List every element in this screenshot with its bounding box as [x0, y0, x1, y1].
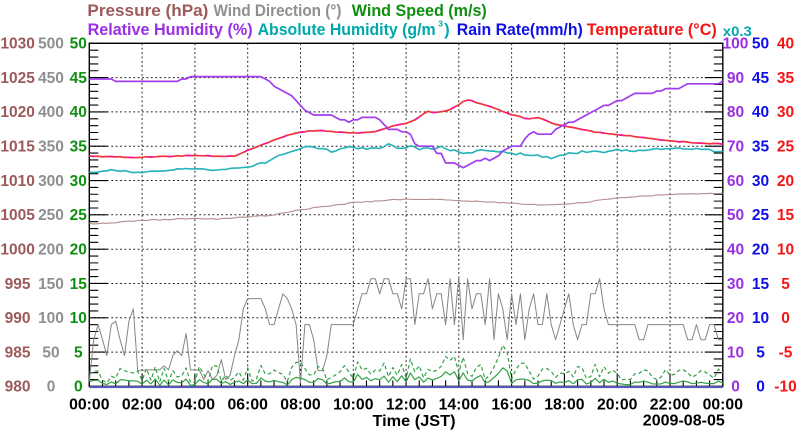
svg-text:08:00: 08:00	[280, 397, 321, 414]
svg-text:10:00: 10:00	[333, 397, 374, 414]
svg-text:45: 45	[752, 70, 770, 87]
svg-text:30: 30	[777, 104, 794, 121]
svg-text:40: 40	[777, 36, 794, 53]
svg-text:50: 50	[42, 344, 59, 361]
svg-text:40: 40	[727, 242, 744, 259]
svg-text:Wind Direction (°): Wind Direction (°)	[214, 2, 342, 20]
svg-text:30: 30	[727, 276, 744, 293]
svg-text:Time (JST): Time (JST)	[373, 413, 456, 430]
svg-text:3: 3	[438, 19, 443, 29]
svg-text:35: 35	[752, 139, 770, 156]
svg-text:): )	[444, 21, 449, 39]
svg-text:500: 500	[38, 36, 64, 53]
svg-text:980: 980	[5, 379, 31, 396]
svg-text:250: 250	[38, 207, 64, 224]
svg-text:20: 20	[70, 242, 87, 259]
svg-text:10: 10	[727, 344, 744, 361]
svg-text:10: 10	[777, 242, 794, 259]
svg-text:Temperature (°C): Temperature (°C)	[587, 21, 717, 39]
svg-text:Wind Speed (m/s): Wind Speed (m/s)	[352, 2, 487, 20]
svg-text:0: 0	[74, 379, 83, 396]
svg-text:20: 20	[777, 173, 794, 190]
svg-text:00:00: 00:00	[703, 397, 744, 414]
svg-text:00:00: 00:00	[69, 397, 110, 414]
svg-text:1015: 1015	[0, 139, 35, 156]
svg-text:Rain Rate(mm/h): Rain Rate(mm/h)	[457, 21, 583, 39]
svg-text:1005: 1005	[0, 207, 35, 224]
svg-text:995: 995	[5, 276, 31, 293]
svg-text:15: 15	[777, 207, 795, 224]
svg-text:100: 100	[723, 36, 749, 53]
svg-text:5: 5	[756, 344, 765, 361]
svg-text:30: 30	[70, 173, 87, 190]
svg-text:2009-08-05: 2009-08-05	[643, 412, 725, 429]
svg-text:-10: -10	[774, 379, 796, 396]
svg-text:90: 90	[727, 70, 744, 87]
svg-text:15: 15	[70, 276, 88, 293]
svg-text:50: 50	[752, 36, 769, 53]
svg-text:100: 100	[38, 310, 64, 327]
svg-text:22:00: 22:00	[650, 397, 691, 414]
svg-text:1025: 1025	[0, 70, 35, 87]
svg-text:5: 5	[74, 344, 83, 361]
svg-text:150: 150	[38, 276, 64, 293]
svg-text:25: 25	[70, 207, 88, 224]
svg-text:06:00: 06:00	[227, 397, 268, 414]
svg-text:60: 60	[727, 173, 744, 190]
svg-text:80: 80	[727, 104, 744, 121]
svg-text:40: 40	[752, 104, 769, 121]
svg-text:30: 30	[752, 173, 769, 190]
svg-text:12:00: 12:00	[386, 397, 427, 414]
svg-text:45: 45	[70, 70, 88, 87]
svg-text:5: 5	[781, 276, 790, 293]
svg-text:0: 0	[756, 379, 765, 396]
svg-text:0: 0	[731, 379, 740, 396]
svg-text:35: 35	[777, 70, 795, 87]
svg-text:990: 990	[5, 310, 31, 327]
svg-text:300: 300	[38, 173, 64, 190]
svg-text:Absolute Humidity (g/m: Absolute Humidity (g/m	[258, 21, 436, 39]
svg-text:350: 350	[38, 139, 64, 156]
svg-text:50: 50	[70, 36, 87, 53]
svg-text:-5: -5	[779, 344, 793, 361]
svg-text:Relative Humidity (%): Relative Humidity (%)	[88, 21, 253, 39]
svg-text:16:00: 16:00	[491, 397, 532, 414]
svg-text:1030: 1030	[0, 36, 34, 53]
svg-text:0: 0	[781, 310, 790, 327]
svg-text:25: 25	[777, 139, 795, 156]
svg-text:10: 10	[752, 310, 769, 327]
svg-text:1010: 1010	[0, 173, 34, 190]
svg-text:35: 35	[70, 139, 88, 156]
svg-text:Pressure (hPa): Pressure (hPa)	[87, 2, 208, 20]
svg-text:450: 450	[38, 70, 64, 87]
svg-text:02:00: 02:00	[122, 397, 163, 414]
svg-text:10: 10	[70, 310, 87, 327]
svg-text:18:00: 18:00	[544, 397, 585, 414]
svg-text:14:00: 14:00	[439, 397, 480, 414]
svg-text:200: 200	[38, 242, 64, 259]
svg-text:20: 20	[727, 310, 744, 327]
svg-text:40: 40	[70, 104, 87, 121]
svg-text:70: 70	[727, 139, 744, 156]
svg-text:04:00: 04:00	[175, 397, 216, 414]
svg-text:50: 50	[727, 207, 744, 224]
svg-text:1000: 1000	[0, 242, 34, 259]
svg-text:1020: 1020	[0, 104, 34, 121]
svg-text:20: 20	[752, 242, 769, 259]
svg-text:20:00: 20:00	[597, 397, 638, 414]
svg-text:x0.3: x0.3	[723, 24, 753, 39]
svg-text:400: 400	[38, 104, 64, 121]
svg-text:985: 985	[5, 344, 31, 361]
svg-text:0: 0	[47, 379, 56, 396]
svg-text:15: 15	[752, 276, 770, 293]
svg-text:25: 25	[752, 207, 770, 224]
